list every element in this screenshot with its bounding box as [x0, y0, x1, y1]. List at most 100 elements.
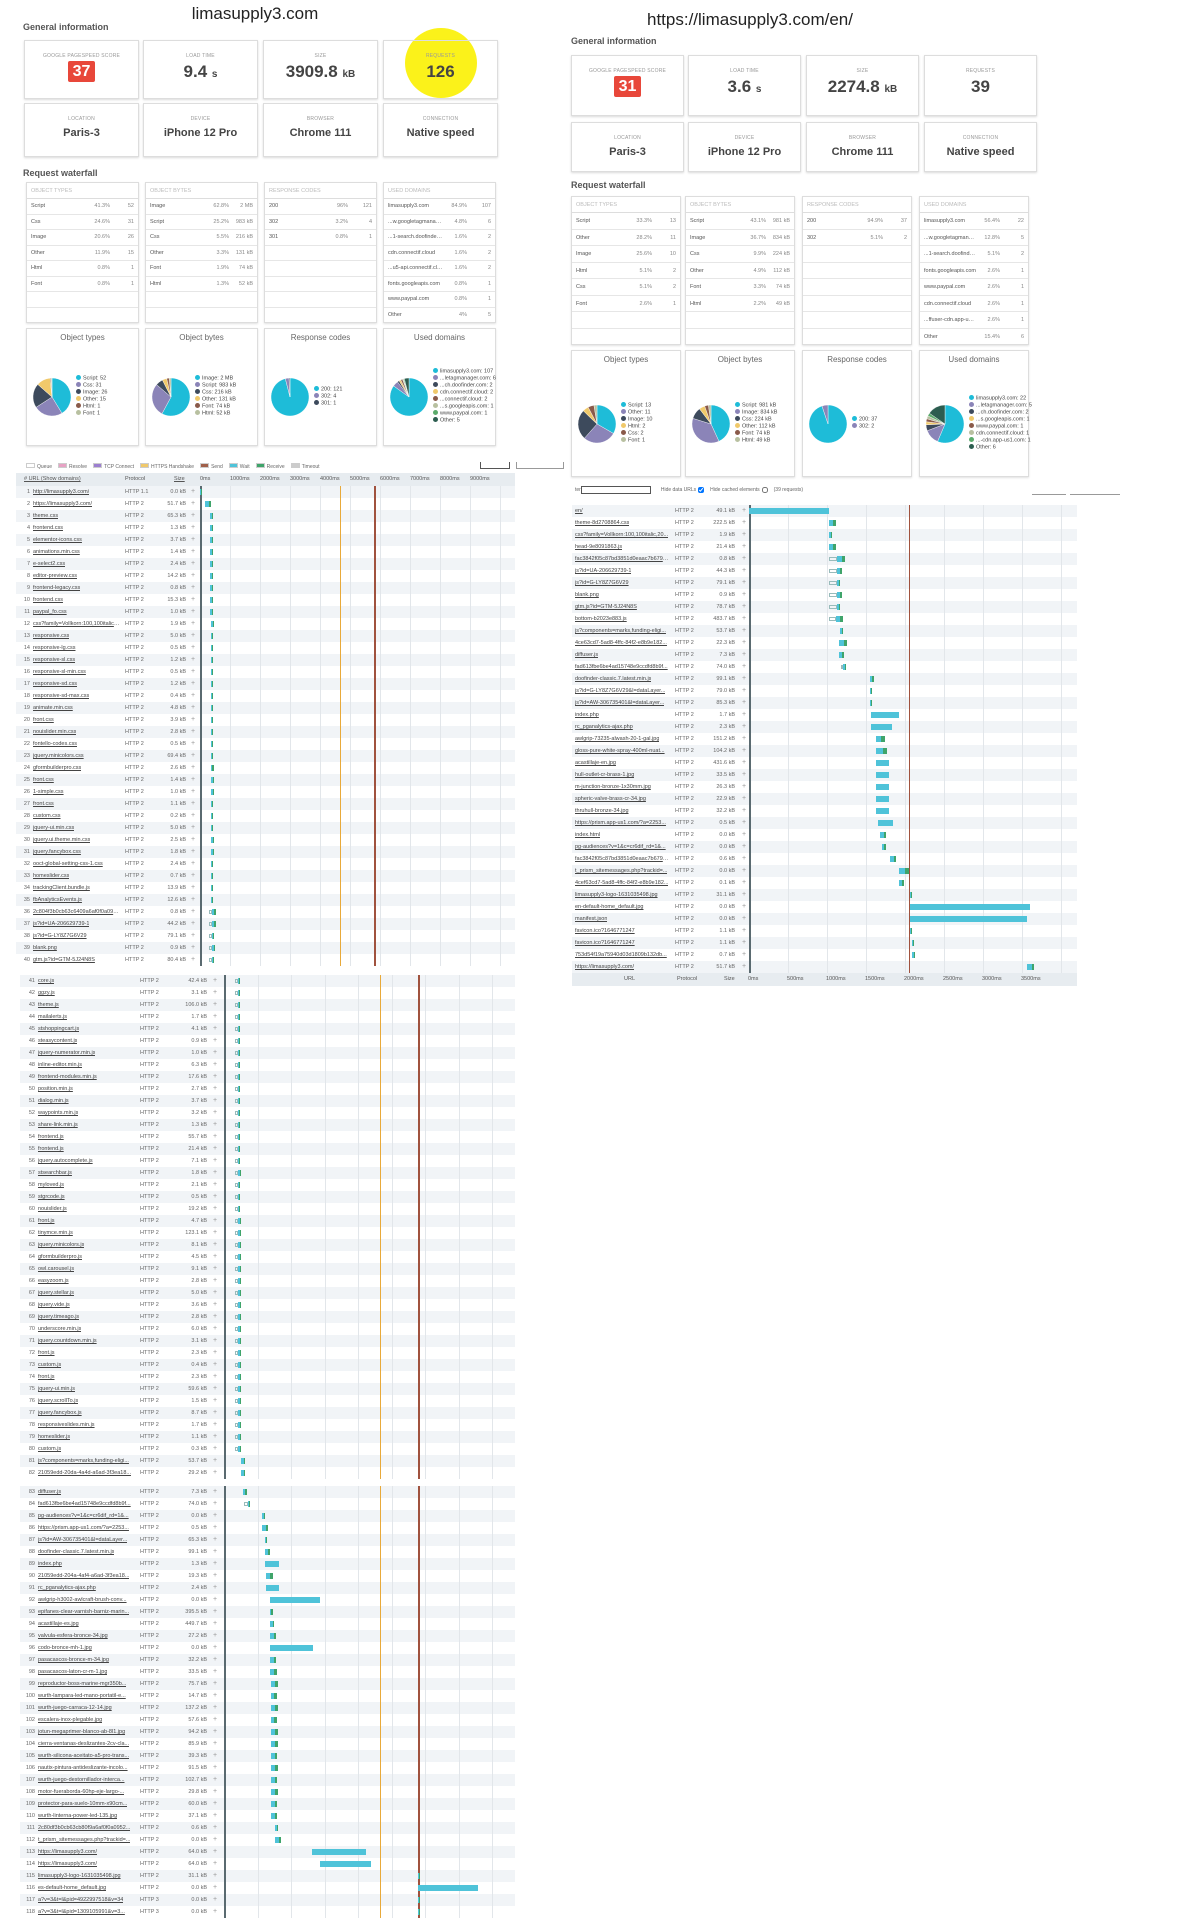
waterfall-row[interactable]: 115 limasupply3-logo-1631035498.jpg HTTP 2… [20, 1870, 515, 1882]
waterfall-row[interactable]: 99 reproductor-boss-marine-mgr350b... HTTP… [20, 1678, 515, 1690]
waterfall-row[interactable]: favicon.ico?1646771247 HTTP 2 1.1 kB + [572, 925, 1077, 937]
request-url-link[interactable]: gformbuilderpro.css [33, 765, 82, 771]
request-url-link[interactable]: jquery-ui.min.js [38, 1386, 75, 1392]
waterfall-row[interactable]: 113 https://limasupply3.com/HTTP 2 64.0 kB… [20, 1846, 515, 1858]
timing-bar[interactable] [270, 1729, 278, 1735]
timing-bar[interactable] [869, 700, 873, 706]
timing-bar[interactable] [238, 1122, 241, 1128]
request-url-link[interactable]: responsive-sl.css [33, 657, 76, 663]
request-url-link[interactable]: editor-preview.css [33, 573, 78, 579]
timing-bar[interactable] [241, 1458, 246, 1464]
expand-row-icon[interactable]: + [213, 1800, 218, 1807]
waterfall-row[interactable]: 21 nouislider.min.css HTTP 2 2.8 kB + [16, 726, 515, 738]
expand-row-icon[interactable]: + [213, 1692, 218, 1699]
waterfall-row[interactable]: 4ce63cd7-5ad8-4ffc-84f2-e8b9e182... HTTP … [572, 637, 1077, 649]
request-url-link[interactable]: front.js [38, 1218, 55, 1224]
waterfall-row[interactable]: 30 jquery.ui.theme.min.css HTTP 2 2.5 kB + [16, 834, 515, 846]
expand-row-icon[interactable]: + [742, 531, 747, 538]
waterfall-row[interactable]: 41 core.js HTTP 2 42.4 kB + [20, 975, 515, 987]
expand-row-icon[interactable]: + [742, 555, 747, 562]
timing-bar[interactable] [238, 1266, 242, 1272]
waterfall-row[interactable]: limasupply3-logo-1631035498.jpg HTTP 2 31.… [572, 889, 1077, 901]
expand-row-icon[interactable]: + [213, 977, 218, 984]
request-url-link[interactable]: bottom-b2023e883.js [575, 616, 627, 622]
expand-row-icon[interactable]: + [742, 831, 747, 838]
expand-row-icon[interactable]: + [213, 989, 218, 996]
expand-row-icon[interactable]: + [213, 1373, 218, 1380]
request-url-link[interactable]: limasupply3-logo-1631035498.jpg [575, 892, 658, 898]
waterfall-row[interactable]: 94 acastillaje-es.jpg HTTP 2 449.7 kB + [20, 1618, 515, 1630]
request-url-link[interactable]: 21059edd-20da-4a4d-a6ad-3f3ea18... [38, 1470, 131, 1476]
request-url-link[interactable]: custom.js [38, 1362, 62, 1368]
expand-row-icon[interactable]: + [213, 1836, 218, 1843]
timing-bar[interactable] [238, 1338, 242, 1344]
waterfall-row[interactable]: en-default-home_default.jpg HTTP 2 0.0 kB + [572, 901, 1077, 913]
waterfall-row[interactable]: 71 jquery.countdown.min.js HTTP 2 3.1 kB + [20, 1335, 515, 1347]
timing-bar[interactable] [876, 760, 890, 766]
waterfall-row[interactable]: 40 gtm.js?id=GTM-5J24N8S HTTP 2 80.4 kB + [16, 954, 515, 966]
timing-bar[interactable] [238, 1134, 241, 1140]
waterfall-row[interactable]: 117 a?v=3&t=l&pid=4922997518&v=34 HTTP 3 0.… [20, 1894, 515, 1906]
request-url-link[interactable]: https://prism.app-us1.com/?a=2253... [575, 820, 666, 826]
request-url-link[interactable]: diffuser.js [38, 1489, 62, 1495]
request-url-link[interactable]: head-9e8091863.js [575, 544, 623, 550]
waterfall-row[interactable]: fac3842f05c87bd3851d0eaac7b6795... HTTP 2… [572, 853, 1077, 865]
waterfall-row[interactable]: 70 underscore.min.js HTTP 2 6.0 kB + [20, 1323, 515, 1335]
timing-bar[interactable] [238, 1434, 241, 1440]
expand-row-icon[interactable]: + [742, 675, 747, 682]
expand-row-icon[interactable]: + [742, 615, 747, 622]
timing-bar[interactable] [270, 1801, 278, 1807]
expand-row-icon[interactable]: + [742, 639, 747, 646]
request-url-link[interactable]: underscore.min.js [38, 1326, 82, 1332]
request-url-link[interactable]: homeslider.js [38, 1434, 71, 1440]
expand-row-icon[interactable]: + [191, 776, 196, 783]
expand-row-icon[interactable]: + [191, 668, 196, 675]
waterfall-row[interactable]: 54 frontend.js HTTP 2 55.7 kB + [20, 1131, 515, 1143]
expand-row-icon[interactable]: + [742, 879, 747, 886]
request-url-link[interactable]: 21059edd-204a-4af4-a6ad-3f3ea18... [38, 1573, 130, 1579]
expand-row-icon[interactable]: + [213, 1536, 218, 1543]
expand-row-icon[interactable]: + [213, 1848, 218, 1855]
expand-row-icon[interactable]: + [213, 1896, 218, 1903]
request-url-link[interactable]: index.php [38, 1561, 62, 1567]
request-url-link[interactable]: jquery.fancybox.css [33, 849, 81, 855]
waterfall-row[interactable]: acastillaje-en.jpg HTTP 2 431.6 kB + [572, 757, 1077, 769]
timing-bar[interactable] [843, 664, 846, 670]
expand-row-icon[interactable]: + [213, 1217, 218, 1224]
timing-bar[interactable] [320, 1861, 372, 1867]
expand-row-icon[interactable]: + [213, 1073, 218, 1080]
waterfall-row[interactable]: 52 waypoints.min.js HTTP 2 3.2 kB + [20, 1107, 515, 1119]
timing-bar[interactable] [269, 1657, 277, 1663]
timing-bar[interactable] [876, 772, 889, 778]
request-url-link[interactable]: fad613fbe6be4ad15748e9ccdfd8b9f... [38, 1501, 131, 1507]
waterfall-row[interactable]: 109 protector-para-suelo-10mm-x90cm... HTT… [20, 1798, 515, 1810]
expand-row-icon[interactable]: + [191, 884, 196, 891]
request-url-link[interactable]: position.min.js [38, 1086, 73, 1092]
expand-row-icon[interactable]: + [213, 1025, 218, 1032]
request-url-link[interactable]: frontend.css [33, 525, 63, 531]
expand-row-icon[interactable]: + [213, 1049, 218, 1056]
expand-row-icon[interactable]: + [191, 716, 196, 723]
request-url-link[interactable]: wurth-juego-destornillador-interca... [38, 1777, 125, 1783]
expand-row-icon[interactable]: + [191, 836, 196, 843]
request-url-link[interactable]: m-junction-bronze-1x30mm.jpg [575, 784, 651, 790]
expand-row-icon[interactable]: + [191, 896, 196, 903]
expand-row-icon[interactable]: + [742, 963, 747, 970]
expand-row-icon[interactable]: + [213, 1668, 218, 1675]
request-url-link[interactable]: codo-bronce-mh-1.jpg [38, 1645, 92, 1651]
timing-bar[interactable] [274, 1825, 278, 1831]
expand-row-icon[interactable]: + [191, 944, 196, 951]
waterfall-row[interactable]: 101 wurth-juego-carraca-12-14.jpg HTTP 2 13… [20, 1702, 515, 1714]
expand-row-icon[interactable]: + [191, 524, 196, 531]
expand-row-icon[interactable]: + [213, 1776, 218, 1783]
request-url-link[interactable]: 4ce63cd7-5ad8-4ffc-84f2-e8b9e182... [575, 640, 667, 646]
request-url-link[interactable]: elementor-icons.css [33, 537, 82, 543]
expand-row-icon[interactable]: + [742, 819, 747, 826]
waterfall-row[interactable]: fac3842f05c87bd3851d0eaac7b6795... HTTP 2… [572, 553, 1077, 565]
timing-bar[interactable] [210, 801, 214, 807]
request-url-link[interactable]: limasupply3-logo-1631035498.jpg [38, 1873, 121, 1879]
expand-row-icon[interactable]: + [191, 752, 196, 759]
waterfall-row[interactable]: 17 responsive-sd.css HTTP 2 1.2 kB + [16, 678, 515, 690]
timing-bar[interactable] [210, 633, 214, 639]
